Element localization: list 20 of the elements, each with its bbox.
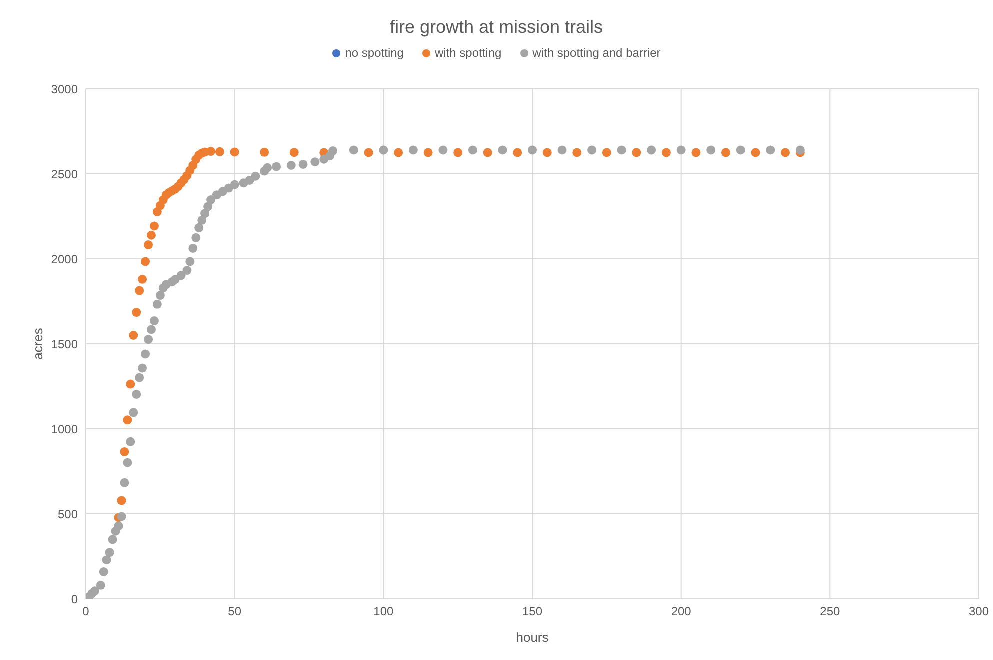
- legend-label: with spotting: [434, 46, 502, 60]
- x-tick-label: 200: [671, 604, 692, 619]
- y-tick-label: 2500: [51, 167, 78, 182]
- y-tick-label: 3000: [51, 82, 78, 96]
- y-tick-label: 2000: [51, 252, 78, 266]
- x-tick-label: 250: [820, 604, 840, 619]
- x-tick-label: 0: [82, 604, 90, 619]
- y-tick-label: 500: [58, 507, 78, 522]
- legend-label: no spotting: [345, 46, 404, 60]
- x-tick-label: 300: [968, 604, 990, 619]
- y-axis-title: acres: [30, 328, 46, 360]
- chart-title: fire growth at mission trails: [388, 16, 604, 38]
- legend-label: with spotting and barrier: [532, 46, 661, 60]
- y-tick-label: 1500: [51, 337, 78, 352]
- x-tick-label: 100: [374, 604, 394, 619]
- x-tick-label: 150: [522, 604, 543, 619]
- x-axis-title: hours: [516, 630, 550, 645]
- y-tick-label: 0: [71, 592, 78, 606]
- x-tick-label: 50: [228, 604, 242, 619]
- y-tick-label: 1000: [51, 422, 78, 436]
